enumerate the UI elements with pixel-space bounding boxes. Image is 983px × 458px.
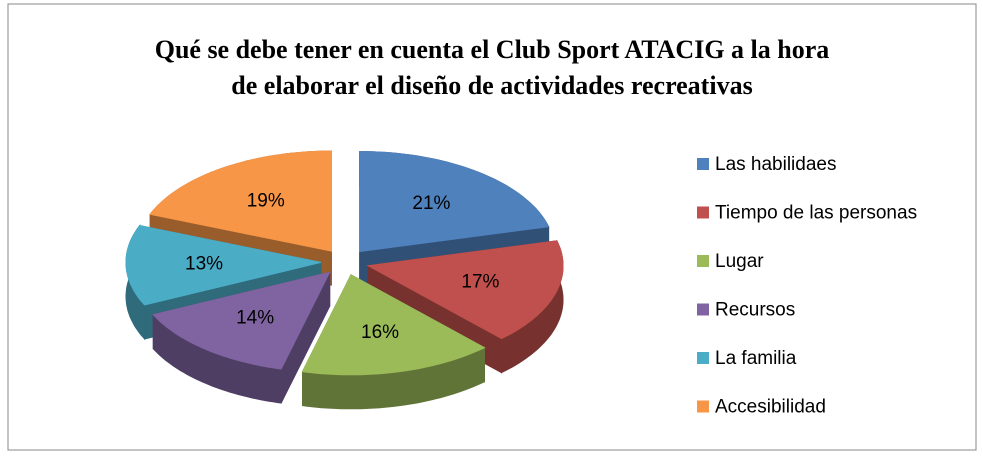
legend-label: Tiempo de las personas xyxy=(715,203,917,224)
legend-swatch xyxy=(697,206,709,219)
legend-swatch xyxy=(697,158,709,170)
legend-swatch xyxy=(697,352,709,364)
data-label: 19% xyxy=(247,190,285,211)
legend-swatch xyxy=(697,400,709,413)
data-label: 21% xyxy=(412,193,450,214)
legend-swatch xyxy=(697,255,709,267)
data-label: 13% xyxy=(185,253,223,274)
legend-label: Accesibilidad xyxy=(715,397,826,418)
slice-top xyxy=(301,274,486,376)
legend-label: Las habilidaes xyxy=(715,154,836,175)
slice-top xyxy=(125,225,322,306)
legend-label: Recursos xyxy=(715,300,795,321)
slice-top xyxy=(149,150,332,252)
slice-top xyxy=(152,271,331,370)
data-label: 16% xyxy=(361,322,399,343)
legend-label: Lugar xyxy=(715,251,764,272)
pie-slice xyxy=(152,271,331,404)
data-label: 14% xyxy=(236,307,274,328)
legend-label: La familia xyxy=(715,348,797,369)
slice-top xyxy=(366,240,564,340)
slice-top xyxy=(359,151,550,253)
chart-title: de elaborar el diseño de actividades rec… xyxy=(231,71,752,100)
legend-swatch xyxy=(697,303,709,316)
chart-title: Qué se debe tener en cuenta el Club Spor… xyxy=(155,35,830,64)
data-label: 17% xyxy=(461,271,499,292)
pie-slice xyxy=(301,273,486,410)
